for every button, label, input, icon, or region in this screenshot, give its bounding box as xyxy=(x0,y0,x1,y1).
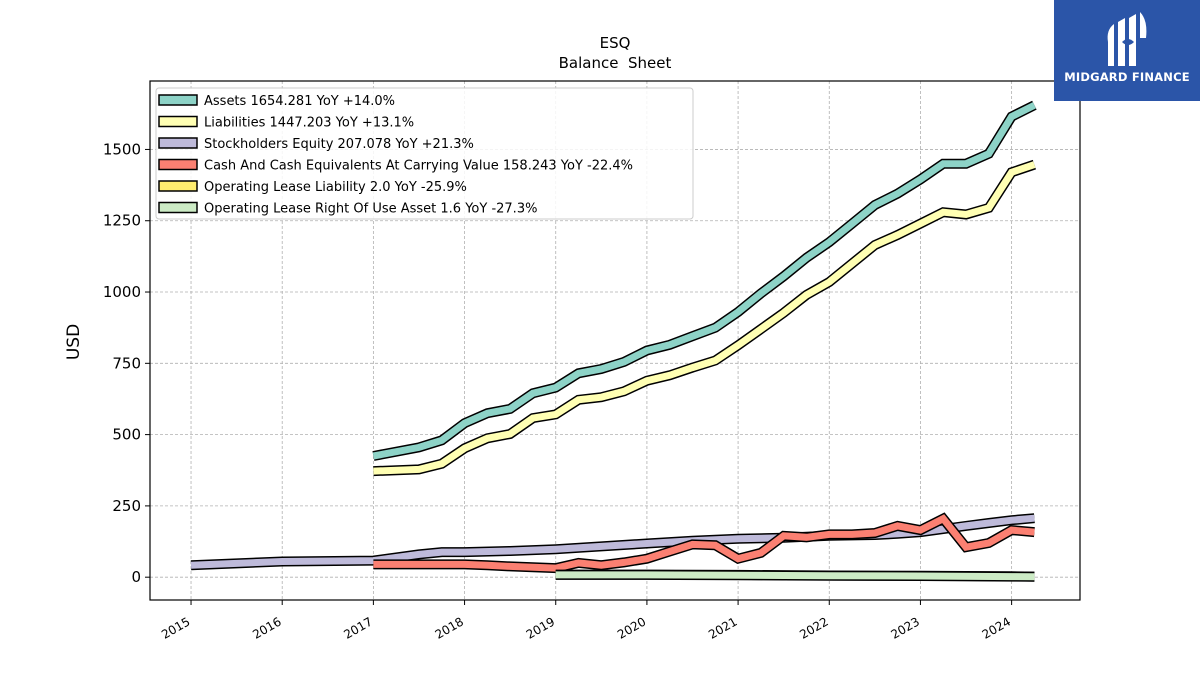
y-tick-label: 1000 xyxy=(103,283,141,301)
legend-label: Stockholders Equity 207.078 YoY +21.3% xyxy=(204,137,474,152)
legend-swatch xyxy=(158,180,198,192)
legend-swatch xyxy=(158,201,198,214)
legend-label: Cash And Cash Equivalents At Carrying Va… xyxy=(204,159,633,174)
x-axis: 2015 2016 2017 2018 2019 2020 2021 2022 2023 2024 xyxy=(159,600,1013,642)
y-tick-label: 0 xyxy=(131,568,141,586)
y-axis: 0 250 500 750 1000 1250 1500 xyxy=(103,140,150,586)
legend-label: Operating Lease Right Of Use Asset 1.6 Y… xyxy=(204,202,537,217)
x-tick-label: 2020 xyxy=(615,614,648,641)
y-tick-label: 750 xyxy=(112,354,141,372)
legend-swatch xyxy=(158,115,198,128)
y-tick-label: 1250 xyxy=(103,212,141,230)
legend-entry: Operating Lease Liability 2.0 YoY -25.9% xyxy=(158,180,467,195)
chart-subtitle: Balance Sheet xyxy=(559,54,672,72)
legend-entry: Assets 1654.281 YoY +14.0% xyxy=(158,94,395,109)
brand-logo: MIDGARD FINANCE xyxy=(1054,0,1200,101)
midgard-logo-icon xyxy=(1107,12,1147,66)
plot-frame xyxy=(149,80,1081,601)
series-1 xyxy=(373,159,1036,477)
series-line xyxy=(373,161,1036,475)
y-tick-label: 250 xyxy=(112,497,141,515)
x-tick-label: 2015 xyxy=(159,614,192,641)
y-axis-label: USD xyxy=(64,324,84,360)
legend-swatch xyxy=(158,94,198,106)
series-line xyxy=(373,514,1035,572)
legend-swatch xyxy=(158,137,198,149)
x-tick-label: 2016 xyxy=(250,614,283,641)
legend: Assets 1654.281 YoY +14.0% Liabilities 14… xyxy=(155,87,694,220)
brand-name: MIDGARD FINANCE xyxy=(1064,70,1190,84)
y-tick-label: 1500 xyxy=(103,140,141,158)
x-tick-label: 2023 xyxy=(888,614,921,641)
x-tick-label: 2019 xyxy=(524,614,557,641)
legend-entry: Stockholders Equity 207.078 YoY +21.3% xyxy=(158,137,474,152)
series-line xyxy=(372,102,1036,460)
x-tick-label: 2022 xyxy=(797,614,830,641)
x-tick-label: 2018 xyxy=(433,614,466,641)
series-5 xyxy=(555,569,1035,582)
y-tick-label: 500 xyxy=(112,426,141,444)
x-tick-label: 2021 xyxy=(706,614,739,641)
series-line xyxy=(555,571,1035,581)
legend-swatch xyxy=(158,158,198,171)
legend-frame xyxy=(155,87,694,220)
legend-label: Operating Lease Liability 2.0 YoY -25.9% xyxy=(204,180,467,195)
legend-entry: Cash And Cash Equivalents At Carrying Va… xyxy=(158,158,633,174)
chart-title: ESQ xyxy=(600,34,631,52)
legend-entry: Liabilities 1447.203 YoY +13.1% xyxy=(158,115,414,131)
legend-label: Liabilities 1447.203 YoY +13.1% xyxy=(204,116,414,131)
x-tick-label: 2024 xyxy=(980,614,1013,641)
series-3 xyxy=(373,512,1035,574)
series-layer xyxy=(190,100,1037,582)
series-0 xyxy=(372,100,1037,461)
legend-entry: Operating Lease Right Of Use Asset 1.6 Y… xyxy=(158,201,537,217)
x-tick-label: 2017 xyxy=(341,614,374,641)
legend-label: Assets 1654.281 YoY +14.0% xyxy=(204,94,395,109)
